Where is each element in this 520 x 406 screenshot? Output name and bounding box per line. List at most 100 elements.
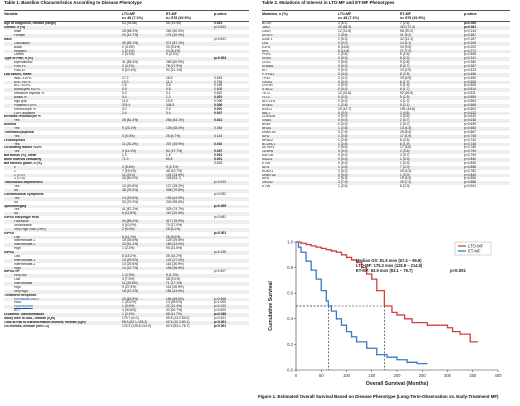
table1-row: No 33 (70.2%) 240 (55.6%) xyxy=(4,200,249,205)
table2-row: ETV6 0 (0.0) 1 (0.3) p=0.845 xyxy=(262,160,510,166)
table1-row: High 9 (27.9%) 114 (28.9%) xyxy=(4,284,249,290)
table1-p-value: p=0.005 xyxy=(214,203,227,208)
table1-et-value: 10.5 xyxy=(166,98,173,103)
table1-row: No 6 (12.8%) 110 (25.3%) xyxy=(4,211,249,217)
table1-row-label: BM fibrosis grade, n (%) xyxy=(4,161,42,165)
table1-lto-value: 10 (22.7%) xyxy=(122,265,139,270)
table1-lto-value: 9 (27.9%) xyxy=(122,284,137,289)
table2-lto-value: 2 (5.3) xyxy=(338,168,348,173)
table1-lto-value: 13 (29.5%) xyxy=(122,257,139,262)
table2-row: CBL 0 (0.0) 14 (4.1) p=0.205 xyxy=(262,40,510,46)
table2-lto-value: 1 (2.8) xyxy=(338,102,348,107)
table1-lto-value: 95.3 (62.1-153.2) xyxy=(122,319,148,324)
table1-row-label: Intermediate-1 xyxy=(14,258,36,262)
table1-lto-value: 0.9 xyxy=(122,87,127,92)
table2-row: KIT 0 (0.0) 10 (2.9) p=0.423 xyxy=(262,68,510,73)
table2-lto-value: 0 (0.0) xyxy=(338,98,348,103)
table2-p-value: p=0.367 xyxy=(464,64,477,69)
x-tick-label: 250 xyxy=(419,373,427,378)
table1-et-value: 116 (26.9%) xyxy=(166,261,184,266)
table2-p-value: p=0.587 xyxy=(464,33,477,38)
table2-row-label: MPL xyxy=(262,49,269,53)
table1-row-label: No xyxy=(14,189,19,193)
table1-row-label: MIPSS70+ xyxy=(4,270,20,274)
table1-row-label: Hispanic xyxy=(14,49,27,53)
table1-row: ANC x10⁹/L 12.0 11.1 0.734 xyxy=(4,80,249,85)
stats-p-value: p<0.001 xyxy=(450,268,466,273)
table2-lto-value: 0 (0.0) xyxy=(338,40,348,45)
table1-lto-value: 28 (58.3%) xyxy=(122,29,139,34)
table1-lto-value: 11 (23.0) xyxy=(122,172,135,177)
table1-lto-value: 40 (83.1%) xyxy=(122,40,139,45)
table1-row: Very high 16 (37.2%) 181 (43.6%) xyxy=(4,289,249,294)
table2-p-value: p=0.745 xyxy=(464,141,477,146)
survival-chart: 0 50 100 150 200 250 300 350 400 0.0 0.2 0.4 0.6 0.8 1… xyxy=(268,239,502,387)
table2-p-value: p=0.858 xyxy=(464,164,477,169)
table2-et-value: 2 (0.7) xyxy=(400,122,410,127)
table1-lto-value: 0.4 xyxy=(122,95,127,100)
table1-row-label[interactable]: Ruxolitinib/JAK2i xyxy=(14,297,39,301)
table1-row: Bone marrow cellularity 71.0 60.8 0.001 xyxy=(4,157,249,162)
table2-et-value: 315 (72.4) xyxy=(400,25,416,30)
table1-row: Yes 3 (11.1%) 82 (27.7%) 0.037 xyxy=(4,149,249,155)
table2-row-label: CEBPA xyxy=(262,150,273,154)
table1-lto-value: 3 (7.0%) xyxy=(122,277,135,282)
series-line-et-mf xyxy=(296,241,428,365)
table1-row-label: Yes xyxy=(14,150,20,154)
table1-title: Table 1. Baseline Characteristics Accord… xyxy=(4,0,142,5)
table2-lto-value: 2 (5.3) xyxy=(338,176,348,181)
table2-p-value: p=0.505 xyxy=(464,83,477,88)
table2-p-value: p=0.456 xyxy=(464,71,477,76)
table1-row: Monocytes x10⁹/L 0.9 0.8 0.605 xyxy=(4,87,249,93)
table2-et-value: 2 (0.6) xyxy=(400,114,410,119)
table1-et-value: 101 (23.6%) xyxy=(166,172,184,177)
table2-et-value: 31 (9.2) xyxy=(400,33,412,38)
table2-et-value: 5 (1.5) xyxy=(400,83,410,88)
table2-row-label: NRAS xyxy=(262,127,272,131)
table1-lto-value: 1 (20.0%) xyxy=(122,300,137,305)
table2-lto-value: 0 (0.0) xyxy=(338,172,348,177)
table1-body: Age at Diagnosis, median (range) 63 (35-8… xyxy=(4,22,249,328)
table1-et-value: 16.5 xyxy=(166,75,173,80)
table2-lto-value: 0 (0.0) xyxy=(338,160,348,165)
table1-row: Others 2 (4.3%) 9 (2.1%) xyxy=(4,53,249,57)
table1-et-value: 0.8 xyxy=(166,87,171,92)
table2-row-label: KRAS xyxy=(262,57,271,61)
table1-p-value: 0.815 xyxy=(214,75,223,80)
table2-row-label: GATA2 xyxy=(262,80,273,84)
table1-row: BM Blasts (%), mean 1.3 1.8 0.001 xyxy=(4,153,249,158)
table1-lto-value: 1 (2.3%) xyxy=(122,273,135,278)
table2-row-label: CUX1 xyxy=(262,61,271,65)
table1-p-value: 0.001 xyxy=(214,95,223,100)
table1-lto-value: 35 (81.4%) xyxy=(122,118,139,123)
table2-lto-value: 1 (2.8) xyxy=(338,141,348,146)
table1-row-label: Very low xyxy=(14,274,27,278)
table2-lto-value: 0 (0.0) xyxy=(338,64,348,69)
table1-p-value: p=0.906 xyxy=(214,296,227,301)
table2-et-value: 8 (2.5) xyxy=(400,71,410,76)
table2-et-value: 5 (1.5) xyxy=(400,95,410,100)
table1-p-value: 0.021 xyxy=(214,118,223,123)
table1-et-value: 174 (40.0%) xyxy=(166,33,184,38)
table1-et-value: 70 (17.0%) xyxy=(166,222,183,227)
table1-row-label: WBC x10⁹/L xyxy=(14,76,33,80)
table1-row: OS months, median (95% CI) 175.3 (125.8-2… xyxy=(4,324,249,329)
table1-row: MIPSS70+ p=0.407 xyxy=(4,270,249,274)
table1-et-value: 46 (10.7%) xyxy=(166,168,183,173)
table1-row: GIPSS Karyotype Risk p=0.481 xyxy=(4,215,249,220)
table1-header-pvalue: p-value xyxy=(214,12,227,16)
table1-row-label[interactable]: Hydroxyurea xyxy=(14,305,33,309)
table2-p-value: p=0.794 xyxy=(464,149,477,154)
table1-et-value: 25 (6.1%) xyxy=(166,226,181,231)
table2-lto-value: 0 (0.0) xyxy=(338,56,348,61)
table2-row-label: PTPN11 xyxy=(262,72,275,76)
table1-lto-value: 8 (18.2%) xyxy=(122,253,137,258)
table1-et-value: 92 (21.1%) xyxy=(166,67,183,72)
table2-lto-value: 6 (16.6) xyxy=(338,44,350,49)
table2-et-value: 58 (20.2) xyxy=(400,29,414,34)
table1-row-label: Blasts % xyxy=(14,96,27,100)
table1-p-value: p=0.223 xyxy=(214,180,227,185)
table2-row: CEBPA 0 (0.0) 2 (0.6) p=0.794 xyxy=(262,149,510,155)
table1-row-label: Bone marrow cellularity xyxy=(4,158,42,162)
table2-p-value: p=0.511 xyxy=(464,91,476,96)
